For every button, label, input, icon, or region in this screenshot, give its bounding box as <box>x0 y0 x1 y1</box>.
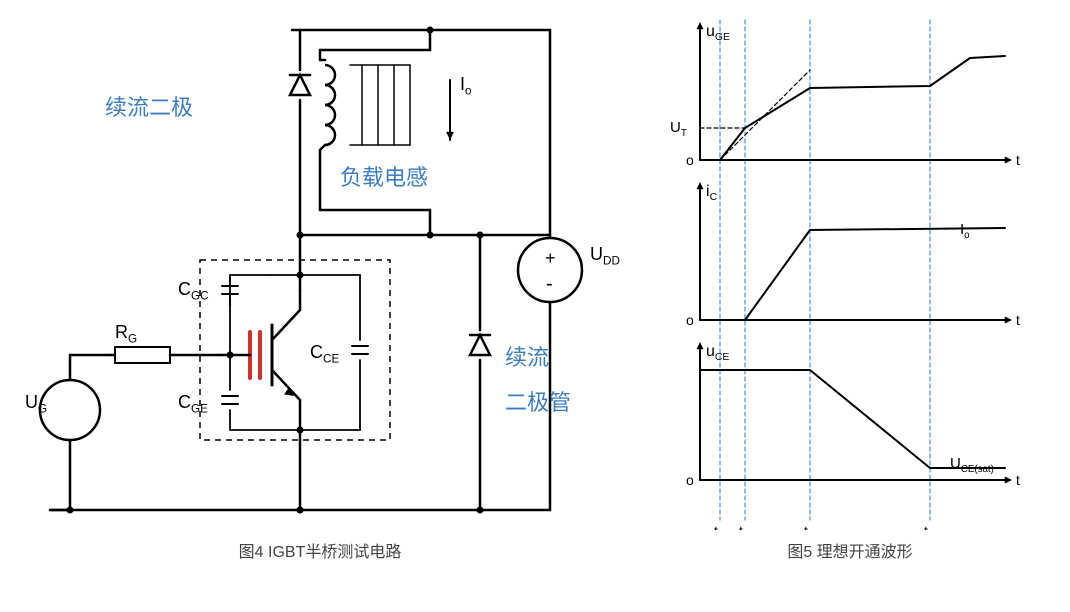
svg-text:负载电感: 负载电感 <box>340 165 428 190</box>
figure4-panel: IoUDD+-CGCCCECGERGUG续流二极负载电感续流二极管 图4 IGB… <box>10 10 630 562</box>
svg-text:o: o <box>686 312 694 328</box>
svg-text:续流: 续流 <box>505 345 549 370</box>
svg-text:t: t <box>1016 312 1020 328</box>
svg-text:+: + <box>545 248 556 268</box>
svg-text:UCE(sat): UCE(sat) <box>950 455 994 475</box>
svg-text:o: o <box>686 472 694 488</box>
svg-text:Io: Io <box>460 74 472 98</box>
figure5-caption: 图5 理想开通波形 <box>787 538 912 562</box>
svg-text:CCE: CCE <box>310 342 339 366</box>
svg-text:CGC: CGC <box>178 279 209 303</box>
svg-text:t3: t3 <box>924 523 933 530</box>
svg-text:uCE: uCE <box>706 343 729 363</box>
figure5-panel: uGE t o UT iC t o Io uCE t o UCE(sat) t0 t1 t2 t3 图5 理想… <box>660 10 1040 562</box>
svg-text:uGE: uGE <box>706 23 730 43</box>
svg-text:二极管: 二极管 <box>505 390 571 415</box>
waveform-svg: uGE t o UT iC t o Io uCE t o UCE(sat) t0 t1 t2 t3 <box>660 10 1040 530</box>
svg-text:CGE: CGE <box>178 392 208 416</box>
circuit-svg: IoUDD+-CGCCCECGERGUG续流二极负载电感续流二极管 <box>10 10 630 530</box>
svg-text:UT: UT <box>670 119 687 139</box>
svg-text:UDD: UDD <box>590 244 620 268</box>
figure4-caption: 图4 IGBT半桥测试电路 <box>239 538 402 562</box>
svg-text:t: t <box>1016 472 1020 488</box>
svg-text:t1: t1 <box>739 523 748 530</box>
svg-text:续流二极: 续流二极 <box>105 95 193 120</box>
svg-text:RG: RG <box>115 322 137 346</box>
svg-text:t0: t0 <box>714 523 723 530</box>
svg-text:iC: iC <box>706 183 718 203</box>
svg-text:t2: t2 <box>804 523 813 530</box>
svg-text:Io: Io <box>960 221 970 241</box>
svg-text:t: t <box>1016 152 1020 168</box>
svg-text:o: o <box>686 152 694 168</box>
svg-text:-: - <box>546 273 553 295</box>
